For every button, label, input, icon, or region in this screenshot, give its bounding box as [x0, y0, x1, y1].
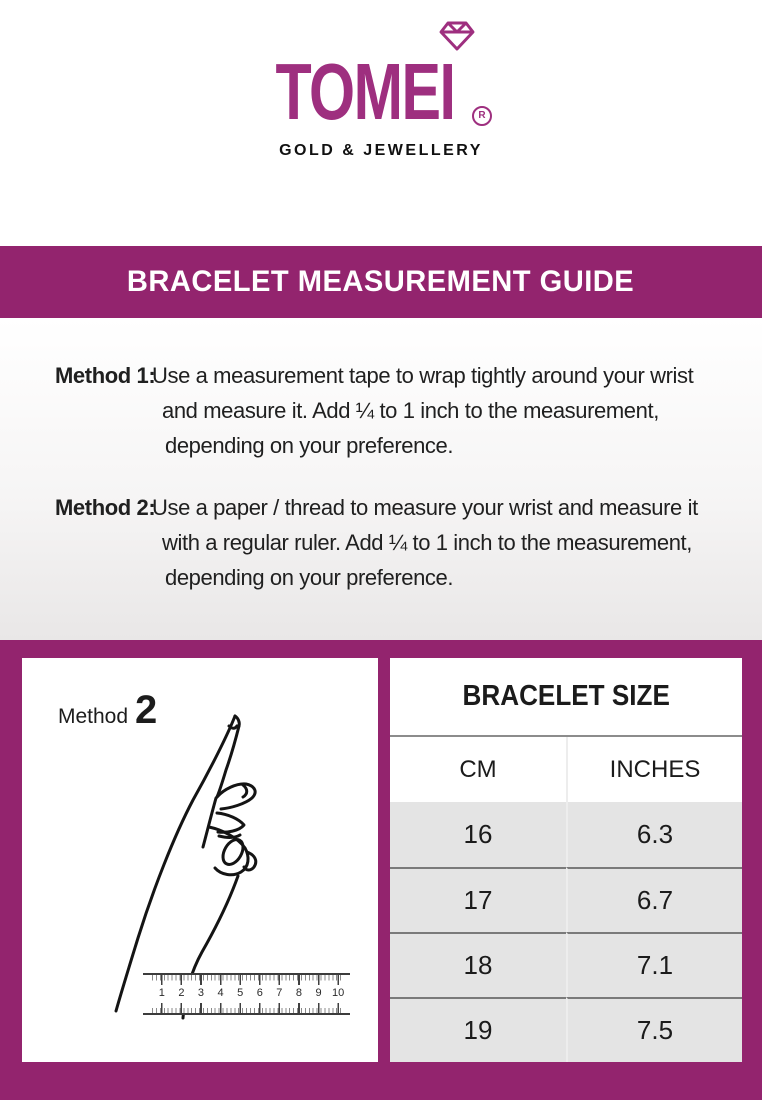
ruler-numbers: 1 2 3 4 5 6 7 8 9 10 — [152, 987, 348, 1002]
hand-pointing-up-illustration — [114, 714, 258, 1020]
brand-row: TOMEI R — [244, 21, 492, 136]
table-title-text: BRACELET SIZE — [462, 680, 670, 712]
ruler-illustration: 1 2 3 4 5 6 7 8 9 10 — [143, 973, 350, 1015]
ruler-ticks-top — [152, 975, 341, 985]
table-cell-cm-19: 19 — [390, 997, 566, 1062]
table-cell-inches-6-3: 6.3 — [566, 802, 742, 867]
ruler-number: 1 — [158, 987, 165, 999]
brand-tagline: GOLD & JEWELLERY — [279, 142, 483, 159]
brand-logo: TOMEI R GOLD & JEWELLERY — [0, 21, 762, 160]
method-1-line-2: and measure it. Add ¼ to 1 inch to the m… — [162, 398, 659, 423]
method-2-line-3: depending on your preference. — [165, 565, 454, 590]
brand-name: TOMEI — [275, 47, 456, 136]
method-2-diagram-panel: Method 2 — [22, 658, 378, 1062]
method-2-text: Use a paper / thread to measure your wri… — [152, 490, 725, 595]
method-2-label: Method 2: — [55, 495, 156, 520]
instructions-background — [0, 318, 762, 640]
method-2-instructions: Method 2: Use a paper / thread to measur… — [55, 490, 725, 595]
method-1-instructions: Method 1: Use a measurement tape to wrap… — [55, 358, 725, 463]
table-cell-cm-17: 17 — [390, 867, 566, 932]
ruler-number: 6 — [256, 987, 263, 999]
ruler-number: 9 — [315, 987, 322, 999]
diagram-label-number: 2 — [135, 688, 158, 732]
table-cell-cm-16: 16 — [390, 802, 566, 867]
registered-trademark-icon: R — [471, 106, 492, 126]
ruler-number: 8 — [295, 987, 303, 999]
method-1-line-3: depending on your preference. — [165, 433, 454, 458]
column-header-inches: INCHES — [566, 737, 742, 802]
table-cell-inches-6-7: 6.7 — [566, 867, 742, 932]
ruler-number: 5 — [237, 987, 244, 999]
diamond-icon — [439, 21, 475, 51]
ruler-number: 3 — [197, 987, 205, 999]
ruler-number: 7 — [276, 987, 283, 999]
method-1-line-1: Use a measurement tape to wrap tightly a… — [152, 363, 694, 388]
ruler-number: 4 — [217, 987, 224, 999]
method-1-label: Method 1: — [55, 363, 156, 388]
table-cell-cm-18: 18 — [390, 932, 566, 997]
ruler-number: 10 — [332, 987, 345, 999]
title-banner: BRACELET MEASUREMENT GUIDE — [0, 246, 762, 318]
diagram-label: Method 2 — [58, 688, 157, 733]
table-cell-inches-7-1: 7.1 — [566, 932, 742, 997]
column-header-cm: CM — [390, 737, 566, 802]
bracelet-size-table: BRACELET SIZE CM INCHES 16 6.3 17 6.7 18… — [390, 658, 742, 1062]
diagram-label-word: Method — [58, 705, 129, 728]
method-2-line-2: with a regular ruler. Add ¼ to 1 inch to… — [162, 530, 692, 555]
method-2-line-1: Use a paper / thread to measure your wri… — [152, 495, 698, 520]
bottom-section: Method 2 — [0, 640, 762, 1100]
method-1-text: Use a measurement tape to wrap tightly a… — [152, 358, 725, 463]
instructions: Method 1: Use a measurement tape to wrap… — [55, 358, 725, 595]
table-title: BRACELET SIZE — [390, 658, 742, 737]
bracelet-size-panel: BRACELET SIZE CM INCHES 16 6.3 17 6.7 18… — [390, 658, 742, 1062]
table-cell-inches-7-5: 7.5 — [566, 997, 742, 1062]
page-title: BRACELET MEASUREMENT GUIDE — [127, 265, 635, 298]
ruler-ticks-bottom — [152, 1003, 341, 1013]
ruler-number: 2 — [178, 987, 185, 999]
